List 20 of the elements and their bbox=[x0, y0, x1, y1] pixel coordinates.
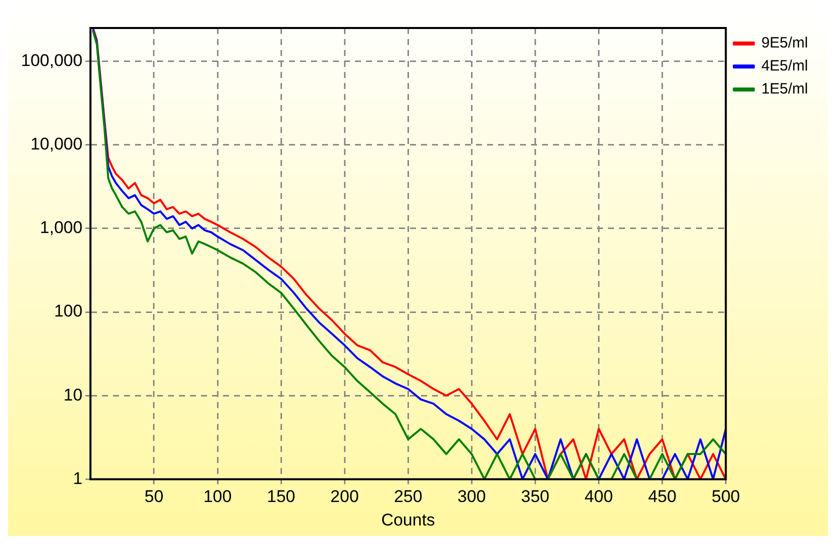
y-tick-label: 1,000 bbox=[40, 218, 82, 238]
x-tick-label: 350 bbox=[521, 487, 550, 506]
x-tick-label: 100 bbox=[203, 487, 232, 506]
x-tick-label: 250 bbox=[394, 487, 422, 506]
x-axis-title: Counts bbox=[381, 510, 436, 530]
legend-label: 1E5/ml bbox=[761, 80, 808, 98]
x-tick-label: 500 bbox=[712, 487, 740, 506]
x-tick-label: 450 bbox=[648, 487, 676, 506]
y-tick-label: 100,000 bbox=[21, 50, 82, 70]
y-tick-label: 100 bbox=[54, 302, 82, 321]
x-tick-label: 300 bbox=[457, 487, 486, 506]
y-tick-label: 1 bbox=[72, 468, 82, 488]
x-tick-label: 50 bbox=[144, 487, 164, 506]
y-tick-label: 10,000 bbox=[30, 134, 82, 154]
x-tick-label: 150 bbox=[266, 487, 296, 506]
x-tick-label: 200 bbox=[330, 487, 359, 506]
legend-label: 9E5/ml bbox=[761, 34, 808, 52]
y-tick-label: 10 bbox=[64, 385, 82, 404]
legend-label: 4E5/ml bbox=[761, 58, 808, 75]
x-tick-label: 400 bbox=[584, 487, 613, 506]
